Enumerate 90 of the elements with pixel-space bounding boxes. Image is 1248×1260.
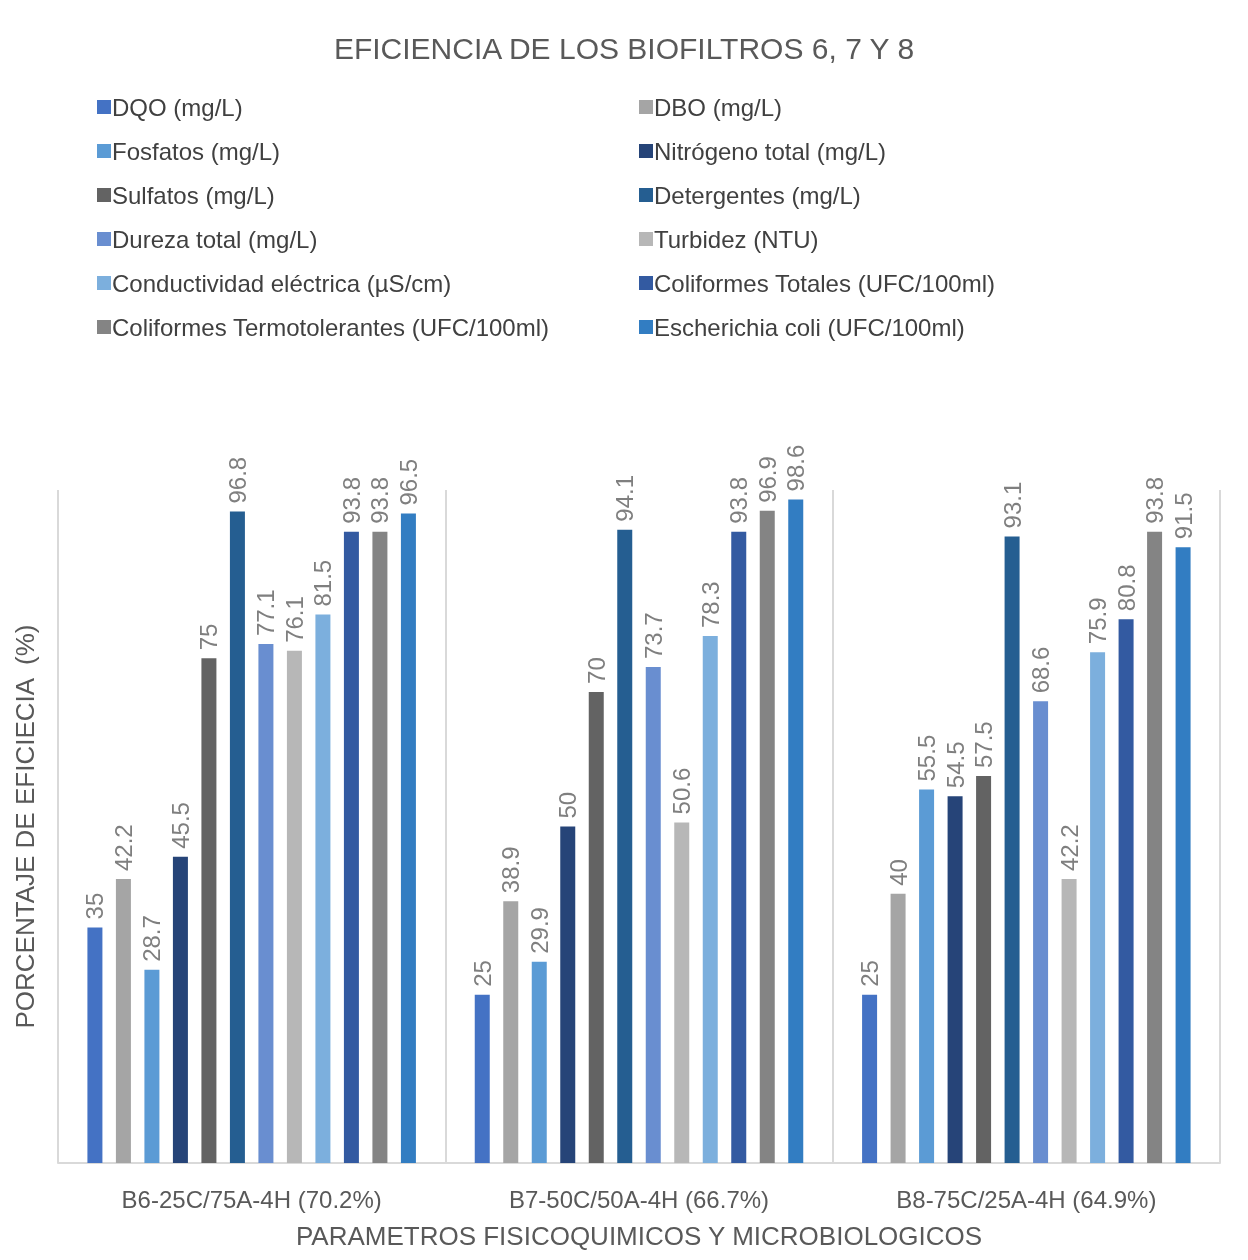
bar [1004, 536, 1020, 1163]
data-label: 42.2 [1055, 824, 1083, 871]
bar [1033, 701, 1049, 1163]
data-label: 77.1 [252, 589, 280, 637]
bar [503, 901, 519, 1163]
data-label: 25 [468, 960, 496, 987]
data-label: 76.1 [280, 596, 308, 643]
legend-label: Conductividad eléctrica (µS/cm) [112, 269, 452, 297]
bar [645, 667, 661, 1163]
bar [258, 644, 274, 1163]
bar [400, 513, 416, 1163]
data-label: 80.8 [1112, 564, 1140, 612]
legend-label: Coliformes Termotolerantes (UFC/100ml) [112, 313, 550, 341]
data-label: 70 [582, 657, 610, 684]
x-tick-label: B7-50C/50A-4H (66.7%) [508, 1185, 770, 1213]
bar [674, 822, 690, 1163]
data-label: 94.1 [611, 474, 639, 522]
bar [531, 961, 547, 1163]
bar [759, 510, 775, 1163]
bar [87, 927, 103, 1163]
legend-label: Turbidez (NTU) [654, 225, 819, 253]
legend-label: DBO (mg/L) [654, 93, 783, 121]
legend-label: Detergentes (mg/L) [654, 181, 861, 209]
data-label: 35 [81, 892, 109, 920]
bar [474, 994, 490, 1163]
data-label: 98.6 [782, 444, 810, 492]
data-label: 45.5 [166, 802, 194, 849]
bar [1090, 652, 1106, 1163]
bar [229, 511, 245, 1163]
data-label: 50 [554, 791, 582, 819]
bar [1175, 547, 1191, 1163]
data-label: 38.9 [497, 846, 525, 894]
bar [1061, 878, 1077, 1163]
data-label: 55.5 [913, 734, 941, 782]
bar [919, 789, 935, 1163]
y-axis-title: PORCENTAJE DE EFICIECIA (%) [10, 624, 40, 1029]
data-label: 42.2 [109, 824, 137, 871]
bar [1147, 531, 1163, 1163]
x-axis-title: PARAMETROS FISICOQUIMICOS Y MICROBIOLOGICOS [295, 1221, 983, 1251]
bar [115, 878, 131, 1163]
data-label: 78.3 [696, 581, 724, 629]
bar [172, 856, 188, 1163]
x-tick-label: B6-25C/75A-4H (70.2%) [121, 1185, 382, 1213]
bar [1118, 619, 1134, 1163]
bar [617, 529, 633, 1163]
bar [343, 531, 359, 1163]
data-label: 96.9 [753, 456, 781, 503]
data-label: 93.8 [1141, 477, 1169, 524]
data-label: 68.6 [1027, 646, 1055, 694]
bar [976, 776, 992, 1163]
data-label: 81.5 [309, 559, 337, 607]
bar [588, 691, 604, 1163]
bar [315, 614, 331, 1163]
legend-label: Dureza total (mg/L) [112, 225, 318, 253]
bar [862, 994, 878, 1163]
legend-label: Sulfatos (mg/L) [112, 181, 275, 209]
bar [144, 969, 160, 1163]
bar [890, 893, 906, 1163]
data-label: 75.9 [1084, 597, 1112, 645]
bar [731, 531, 747, 1163]
legend-label: Escherichia coli (UFC/100ml) [654, 313, 965, 341]
bar [702, 636, 718, 1163]
bar [201, 658, 217, 1163]
bar [788, 499, 804, 1163]
data-label: 50.6 [668, 767, 696, 815]
data-label: 29.9 [525, 907, 553, 954]
data-label: 57.5 [970, 721, 998, 769]
chart-title: EFICIENCIA DE LOS BIOFILTROS 6, 7 Y 8 [333, 31, 915, 65]
data-label: 93.1 [998, 481, 1026, 529]
data-label: 93.8 [337, 477, 365, 524]
data-label: 93.8 [366, 477, 394, 524]
data-label: 28.7 [138, 915, 166, 962]
legend-label: DQO (mg/L) [112, 93, 243, 121]
bar [560, 826, 576, 1163]
data-label: 93.8 [725, 477, 753, 524]
bar [286, 650, 302, 1163]
legend-label: Nitrógeno total (mg/L) [654, 137, 887, 165]
data-label: 96.8 [223, 456, 251, 504]
data-label: 91.5 [1169, 492, 1197, 540]
data-label: 54.5 [941, 741, 969, 789]
bar [372, 531, 388, 1163]
x-tick-label: B8-75C/25A-4H (64.9%) [896, 1185, 1157, 1213]
data-label: 75 [195, 623, 223, 651]
legend-label: Fosfatos (mg/L) [112, 137, 281, 165]
data-label: 40 [884, 859, 912, 886]
data-label: 25 [856, 960, 884, 987]
data-label: 96.5 [394, 458, 422, 506]
bar [947, 796, 963, 1163]
legend-label: Coliformes Totales (UFC/100ml) [654, 269, 995, 297]
data-label: 73.7 [639, 612, 667, 659]
